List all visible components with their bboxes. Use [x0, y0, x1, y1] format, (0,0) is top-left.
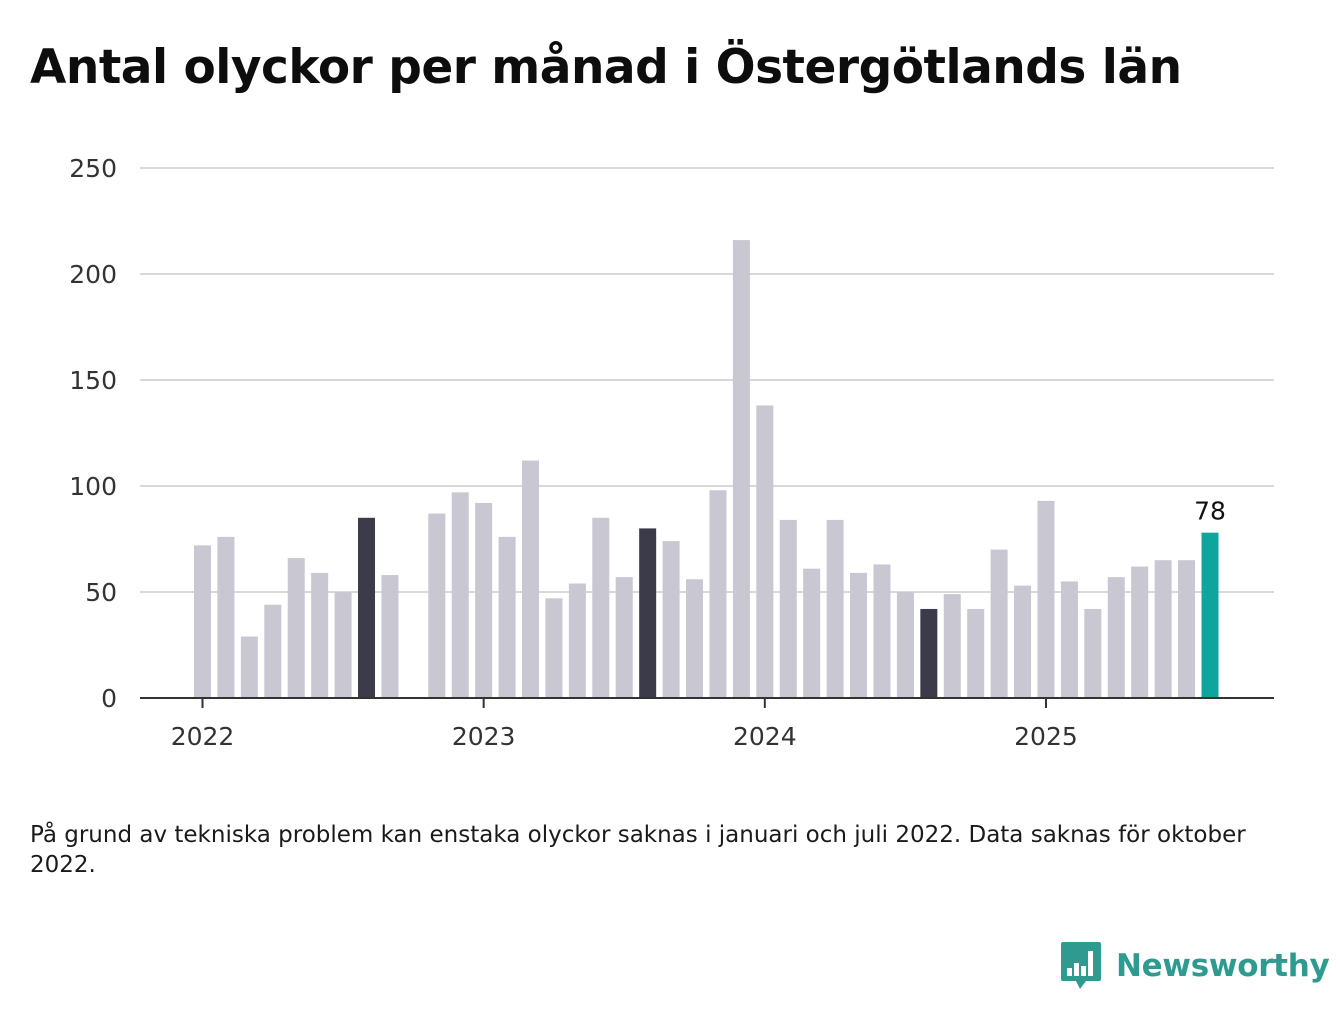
bar-2024-10 [967, 608, 985, 698]
bar-2023-12 [732, 240, 750, 698]
y-tick-label: 150 [69, 366, 117, 395]
bar-2022-08 [358, 517, 376, 698]
bar-2022-09 [381, 575, 399, 698]
footnote: På grund av tekniska problem kan enstaka… [30, 822, 1246, 878]
y-axis-labels: 0 50 100 150 200 250 [69, 154, 117, 713]
bar-2023-06 [592, 517, 610, 698]
bar-2023-05 [568, 583, 586, 698]
data-label-latest: 78 [1194, 497, 1226, 526]
bar-2022-01 [194, 545, 211, 698]
bar-2023-01 [475, 502, 493, 698]
y-tick-label: 250 [69, 154, 117, 183]
brand-name: Newsworthy [1116, 948, 1330, 984]
x-axis: 2022 2023 2024 2025 [140, 697, 1274, 751]
bar-2024-12 [1014, 585, 1032, 698]
bar-2023-07 [615, 577, 633, 698]
bar-2024-01 [756, 405, 774, 698]
bar-chart: 0 50 100 150 200 250 2022 2023 2024 2025 78 [69, 154, 1274, 751]
newsworthy-chart-bubble-icon [1061, 942, 1101, 989]
x-tick-label: 2025 [1014, 722, 1078, 751]
y-tick-label: 100 [69, 472, 117, 501]
bar-2025-08 [1201, 532, 1219, 698]
x-tick-label: 2023 [452, 722, 516, 751]
bar-2022-11 [428, 513, 446, 698]
bar-2023-10 [686, 579, 704, 698]
bar-2025-04 [1107, 577, 1125, 698]
bar-2022-12 [451, 492, 469, 698]
bar-2024-07 [896, 592, 914, 698]
bar-2025-03 [1084, 608, 1102, 698]
bars [194, 240, 1219, 698]
bar-2024-08 [920, 608, 938, 698]
bar-2025-06 [1154, 560, 1172, 698]
x-tick-label: 2024 [733, 722, 797, 751]
bar-2022-07 [334, 592, 352, 698]
newsworthy-logo: Newsworthy [1060, 940, 1330, 992]
bar-2024-09 [943, 594, 961, 698]
y-tick-label: 200 [69, 260, 117, 289]
y-tick-label: 0 [101, 684, 117, 713]
bar-2024-04 [826, 519, 844, 698]
y-tick-label: 50 [85, 578, 117, 607]
bar-2022-03 [240, 636, 258, 698]
bar-2024-11 [990, 549, 1008, 698]
x-tick-label: 2022 [171, 722, 235, 751]
gridlines [140, 167, 1274, 593]
bar-2022-04 [264, 604, 282, 698]
bar-2025-02 [1060, 581, 1078, 698]
bar-2025-07 [1178, 560, 1196, 698]
chart-title: Antal olyckor per månad i Östergötlands … [30, 40, 1182, 95]
bar-2025-01 [1037, 500, 1055, 698]
bar-2023-02 [498, 536, 516, 698]
bar-2023-08 [639, 528, 657, 698]
bar-2024-05 [850, 572, 868, 698]
data-labels: 78 [1194, 497, 1226, 526]
bar-2022-05 [287, 558, 305, 698]
bar-2023-04 [545, 598, 563, 698]
bar-2024-02 [779, 519, 797, 698]
bar-2023-03 [522, 460, 540, 698]
bar-2024-03 [803, 568, 821, 698]
bar-2025-05 [1131, 566, 1149, 698]
bar-2022-02 [217, 536, 235, 698]
bar-2022-06 [311, 572, 329, 698]
bar-2024-06 [873, 564, 891, 698]
bar-2023-11 [709, 490, 727, 698]
bar-2023-09 [662, 541, 680, 698]
